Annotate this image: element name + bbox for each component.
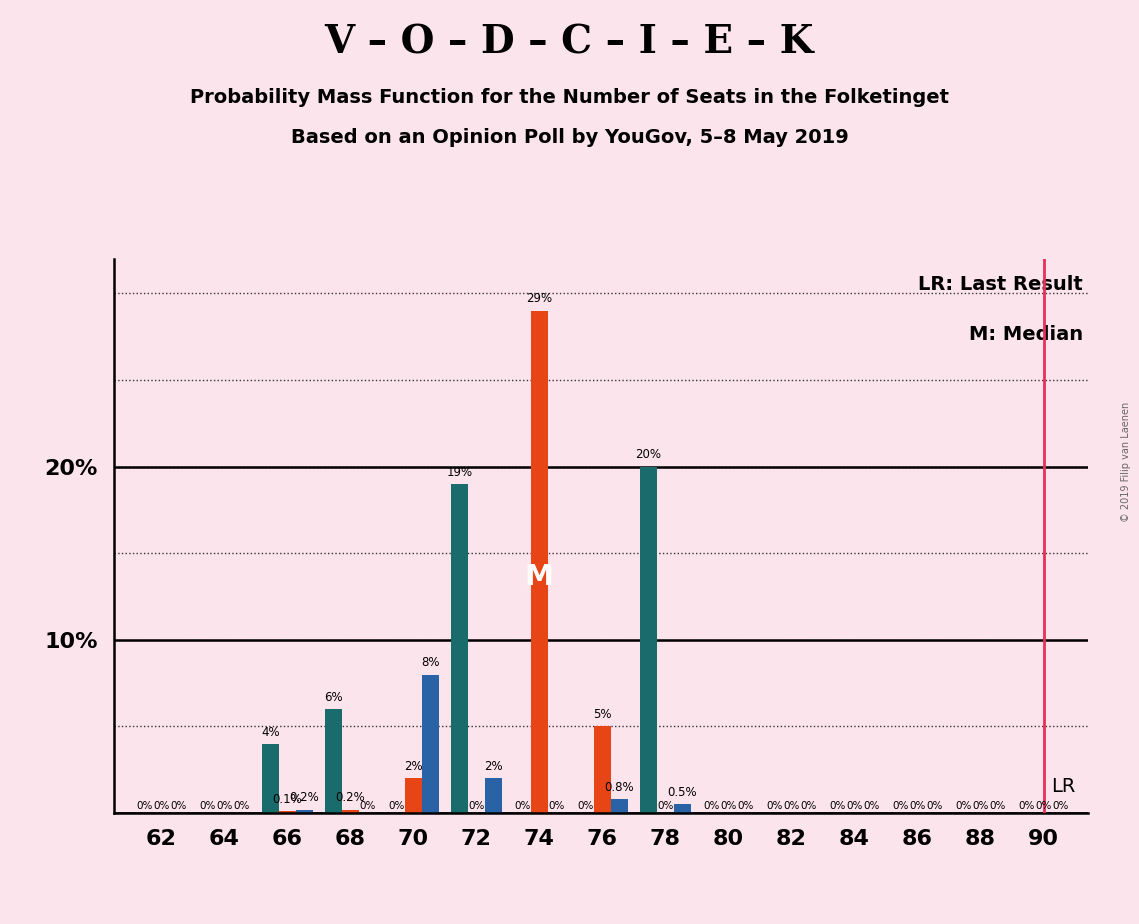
Text: 0%: 0% bbox=[199, 800, 215, 810]
Text: V – O – D – C – I – E – K: V – O – D – C – I – E – K bbox=[325, 23, 814, 61]
Text: 0%: 0% bbox=[784, 800, 800, 810]
Bar bbox=[262, 744, 279, 813]
Text: 0%: 0% bbox=[863, 800, 879, 810]
Text: 20%: 20% bbox=[636, 448, 662, 461]
Bar bbox=[325, 710, 342, 813]
Text: 29%: 29% bbox=[526, 293, 552, 306]
Text: 0%: 0% bbox=[1035, 800, 1051, 810]
Text: 0%: 0% bbox=[577, 800, 593, 810]
Text: 0.2%: 0.2% bbox=[289, 792, 319, 805]
Bar bbox=[531, 310, 548, 813]
Text: 0%: 0% bbox=[233, 800, 249, 810]
Text: 0%: 0% bbox=[990, 800, 1006, 810]
Text: 0%: 0% bbox=[548, 800, 565, 810]
Text: LR: Last Result: LR: Last Result bbox=[918, 275, 1083, 295]
Bar bbox=[296, 809, 313, 813]
Bar bbox=[593, 726, 611, 813]
Bar bbox=[674, 805, 691, 813]
Text: LR: LR bbox=[1051, 777, 1075, 796]
Text: 2%: 2% bbox=[404, 760, 423, 773]
Text: 5%: 5% bbox=[593, 709, 612, 722]
Text: 0%: 0% bbox=[801, 800, 817, 810]
Text: 0%: 0% bbox=[388, 800, 404, 810]
Text: 0.5%: 0.5% bbox=[667, 786, 697, 799]
Text: © 2019 Filip van Laenen: © 2019 Filip van Laenen bbox=[1121, 402, 1131, 522]
Text: 0%: 0% bbox=[657, 800, 673, 810]
Text: 0.1%: 0.1% bbox=[272, 793, 302, 806]
Text: 0%: 0% bbox=[359, 800, 376, 810]
Bar bbox=[342, 809, 359, 813]
Text: 0%: 0% bbox=[216, 800, 232, 810]
Text: Probability Mass Function for the Number of Seats in the Folketinget: Probability Mass Function for the Number… bbox=[190, 88, 949, 107]
Text: 8%: 8% bbox=[421, 656, 440, 669]
Text: 0%: 0% bbox=[892, 800, 909, 810]
Text: 0.8%: 0.8% bbox=[605, 781, 634, 794]
Text: 0%: 0% bbox=[136, 800, 153, 810]
Text: 0%: 0% bbox=[703, 800, 720, 810]
Text: 0%: 0% bbox=[1052, 800, 1068, 810]
Text: 0%: 0% bbox=[926, 800, 943, 810]
Text: 6%: 6% bbox=[323, 691, 343, 704]
Text: 0%: 0% bbox=[956, 800, 972, 810]
Text: 0%: 0% bbox=[767, 800, 782, 810]
Text: 0%: 0% bbox=[973, 800, 989, 810]
Text: 0%: 0% bbox=[468, 800, 484, 810]
Text: 0.2%: 0.2% bbox=[335, 792, 366, 805]
Text: 0%: 0% bbox=[909, 800, 926, 810]
Text: 4%: 4% bbox=[261, 725, 279, 738]
Text: 0%: 0% bbox=[1018, 800, 1035, 810]
Text: M: M bbox=[525, 563, 554, 591]
Bar bbox=[421, 675, 439, 813]
Text: Based on an Opinion Poll by YouGov, 5–8 May 2019: Based on an Opinion Poll by YouGov, 5–8 … bbox=[290, 128, 849, 147]
Bar bbox=[485, 778, 502, 813]
Text: M: Median: M: Median bbox=[969, 325, 1083, 345]
Text: 0%: 0% bbox=[846, 800, 862, 810]
Bar bbox=[279, 811, 296, 813]
Bar bbox=[451, 484, 468, 813]
Text: 0%: 0% bbox=[514, 800, 531, 810]
Text: 2%: 2% bbox=[484, 760, 502, 773]
Bar bbox=[640, 467, 657, 813]
Text: 0%: 0% bbox=[170, 800, 187, 810]
Text: 0%: 0% bbox=[153, 800, 170, 810]
Bar bbox=[404, 778, 421, 813]
Text: 0%: 0% bbox=[829, 800, 845, 810]
Bar bbox=[611, 799, 628, 813]
Text: 0%: 0% bbox=[737, 800, 754, 810]
Text: 19%: 19% bbox=[446, 466, 473, 479]
Text: 0%: 0% bbox=[720, 800, 737, 810]
